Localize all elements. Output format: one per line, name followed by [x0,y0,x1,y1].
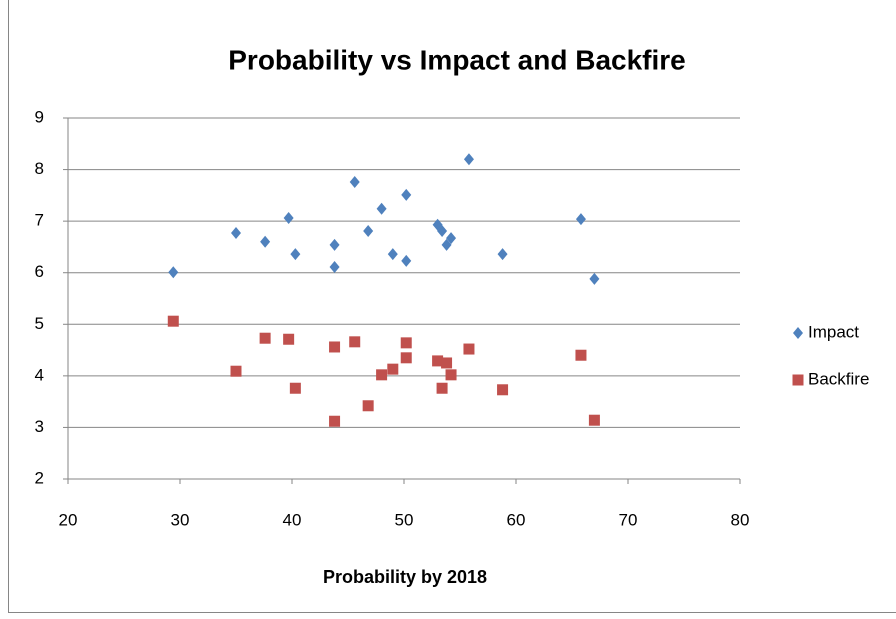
x-axis-label: Probability by 2018 [323,567,487,587]
point [441,238,452,251]
point [432,355,444,367]
point [259,332,271,344]
point [230,365,242,377]
point [167,315,179,327]
point [497,248,508,261]
y-tick-label: 7 [35,211,44,230]
legend-label: Backfire [808,369,869,388]
point [376,202,387,215]
point [289,382,301,394]
y-tick-label: 8 [35,159,44,178]
point [589,272,600,285]
point [445,369,457,381]
point [401,188,412,201]
point [463,343,475,355]
point [400,337,412,349]
point [349,336,361,348]
point [436,382,448,394]
point [441,357,453,369]
point [231,227,241,240]
point [283,212,294,225]
point [401,254,412,267]
point [329,238,340,251]
point [362,400,374,412]
y-tick-label: 6 [35,262,44,281]
point [329,415,341,427]
point [349,175,360,188]
x-tick-label: 30 [171,510,190,529]
x-tick-label: 20 [59,510,78,529]
legend-marker [793,327,803,339]
point [329,341,341,353]
legend-marker [792,374,804,386]
point [588,414,600,426]
x-tick-label: 70 [619,510,638,529]
y-tick-label: 2 [35,468,44,487]
point [400,352,412,364]
point [575,213,586,226]
point [283,333,295,345]
x-tick-label: 80 [731,510,750,529]
y-tick-label: 9 [35,107,44,126]
point [260,235,271,248]
y-tick-label: 5 [35,314,44,333]
legend-label: Impact [808,322,859,341]
point [497,384,509,396]
chart-title: Probability vs Impact and Backfire [228,44,686,75]
point [290,248,301,261]
point [446,232,457,245]
x-tick-label: 40 [283,510,302,529]
point [387,363,399,375]
point [463,153,474,166]
point [168,266,179,279]
point [575,349,587,361]
point [437,224,448,237]
point [387,248,398,261]
point [329,261,340,274]
y-tick-label: 4 [35,365,44,384]
y-tick-label: 3 [35,417,44,436]
x-tick-label: 60 [507,510,526,529]
point [363,224,374,237]
point [376,369,388,381]
x-tick-label: 50 [395,510,414,529]
